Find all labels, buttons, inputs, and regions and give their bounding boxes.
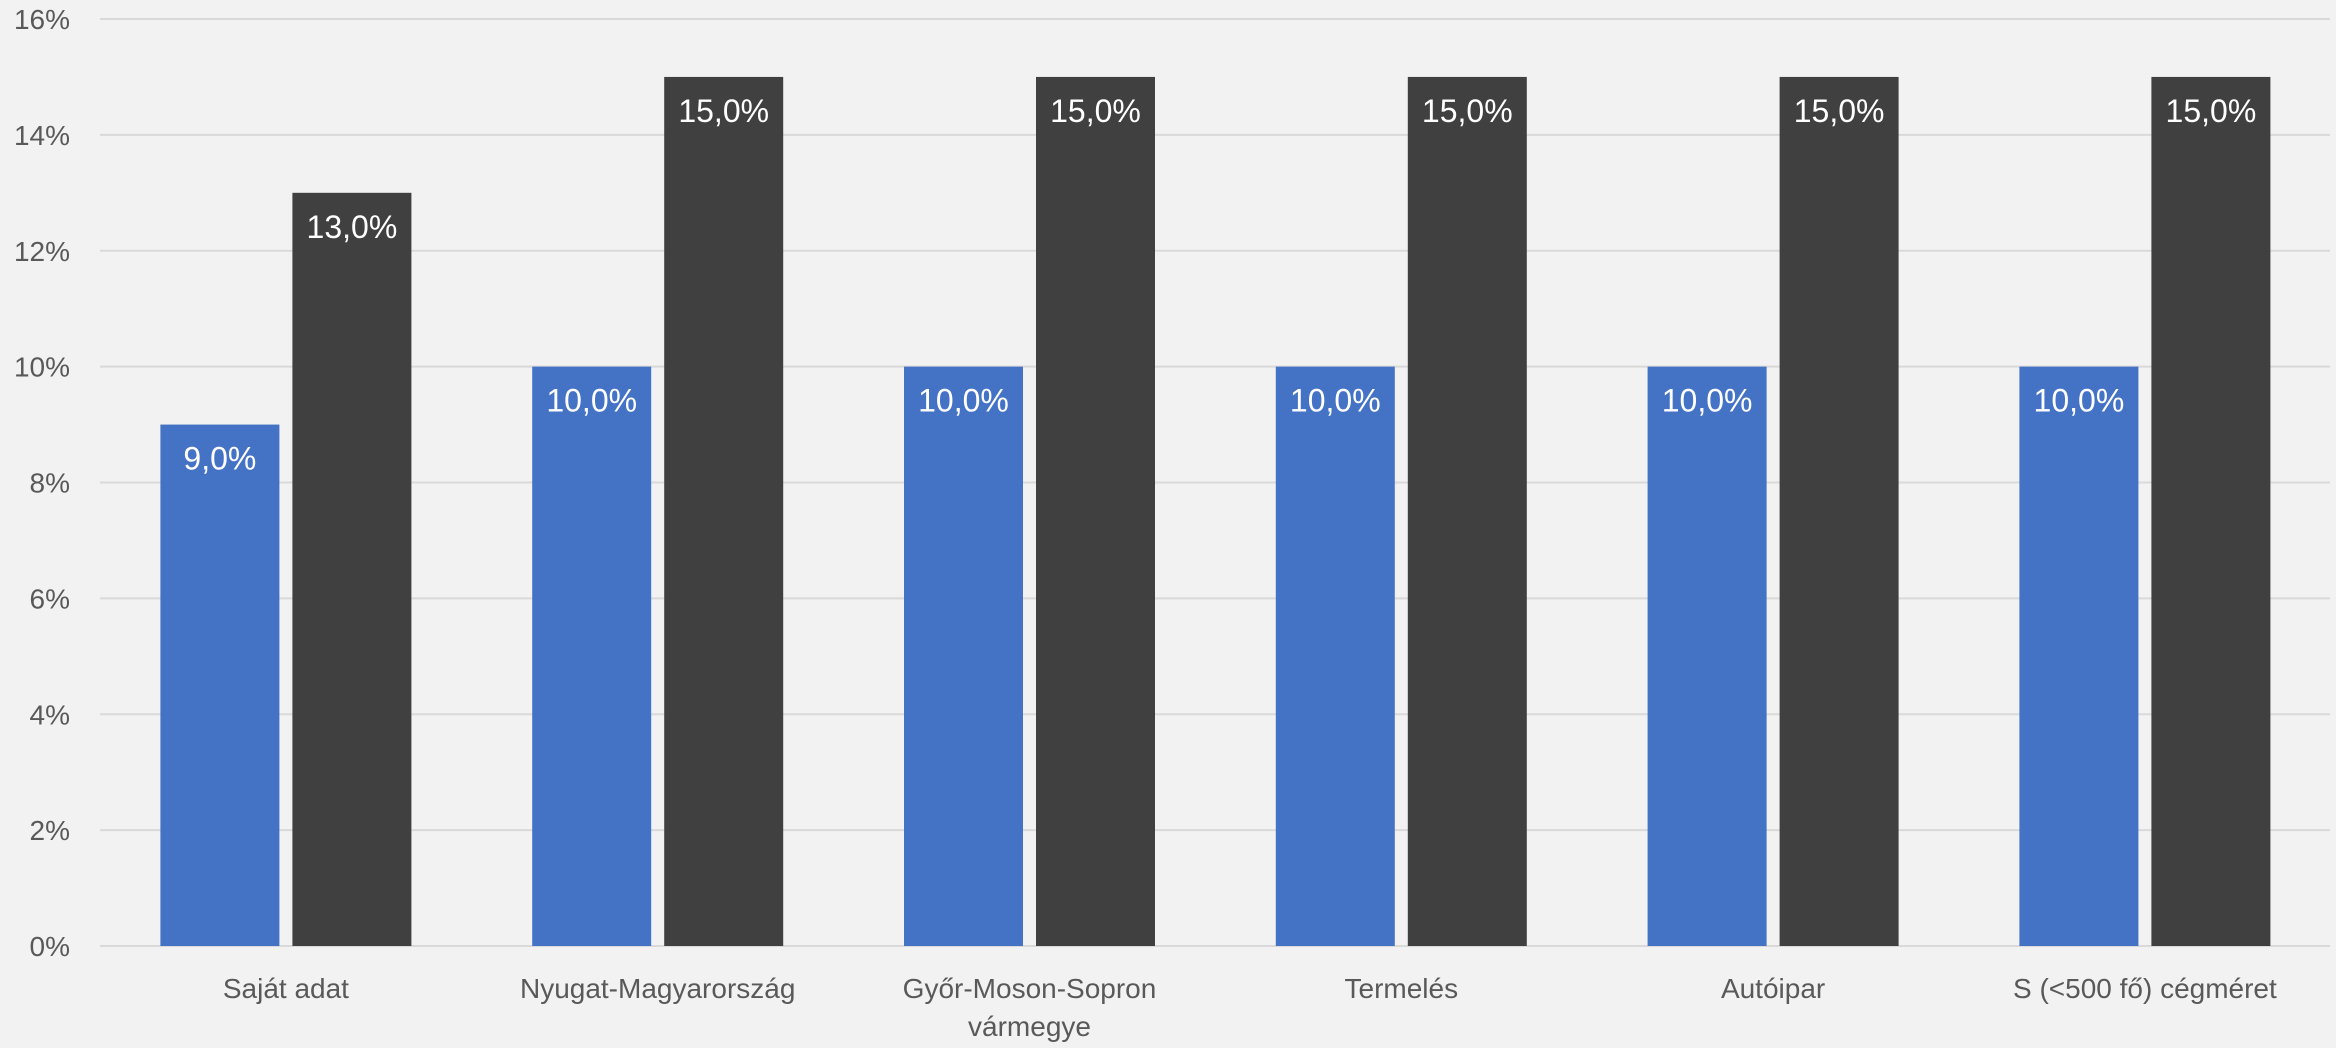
- gridlines: [100, 18, 2330, 947]
- y-tick-label: 0%: [30, 931, 70, 962]
- bar: [1275, 366, 1395, 946]
- data-label: 10,0%: [546, 383, 637, 419]
- bar: [904, 366, 1023, 946]
- y-tick-label: 14%: [14, 120, 70, 151]
- bar: [1407, 76, 1527, 946]
- bar: [2019, 366, 2139, 946]
- x-category-label: Autóipar: [1721, 973, 1825, 1004]
- y-tick-label: 6%: [30, 583, 70, 614]
- data-label: 13,0%: [307, 209, 398, 245]
- data-label: 15,0%: [1422, 93, 1513, 129]
- x-category-label: Termelés: [1345, 973, 1459, 1004]
- bar: [1779, 76, 1899, 946]
- bar: [1036, 76, 1155, 946]
- x-category-label: Győr-Moson-Sopron: [903, 973, 1157, 1004]
- data-label: 10,0%: [1290, 383, 1381, 419]
- data-label: 10,0%: [918, 383, 1009, 419]
- y-axis-ticks: 0% 2% 4% 6% 8% 10% 12% 14% 16%: [14, 4, 70, 962]
- y-tick-label: 10%: [14, 352, 70, 383]
- y-tick-label: 2%: [30, 815, 70, 846]
- x-category-label: Saját adat: [223, 973, 349, 1004]
- x-category-label: S (<500 fő) cégméret: [2013, 973, 2277, 1004]
- bar: [160, 424, 280, 946]
- x-category-label: Nyugat-Magyarország: [520, 973, 795, 1004]
- bar: [292, 192, 412, 946]
- bar: [2151, 76, 2271, 946]
- data-label: 10,0%: [2034, 383, 2125, 419]
- y-tick-label: 8%: [30, 468, 70, 499]
- data-label: 15,0%: [2166, 93, 2257, 129]
- bars: [160, 76, 2271, 946]
- data-label: 15,0%: [678, 93, 769, 129]
- data-label: 10,0%: [1662, 383, 1753, 419]
- y-tick-label: 4%: [30, 699, 70, 730]
- x-axis-categories: Saját adat Nyugat-Magyarország Győr-Moson-…: [223, 973, 2277, 1042]
- data-label: 15,0%: [1794, 93, 1885, 129]
- data-label: 15,0%: [1050, 93, 1141, 129]
- y-tick-label: 16%: [14, 4, 70, 35]
- y-tick-label: 12%: [14, 236, 70, 267]
- x-category-label: vármegye: [968, 1011, 1091, 1042]
- data-label: 9,0%: [183, 441, 256, 477]
- bar: [1647, 366, 1767, 946]
- bar: [532, 366, 652, 946]
- data-labels: 9,0% 13,0% 10,0% 15,0% 10,0% 15,0% 10,0% 15,0% 1…: [183, 93, 2256, 477]
- bar: [664, 76, 784, 946]
